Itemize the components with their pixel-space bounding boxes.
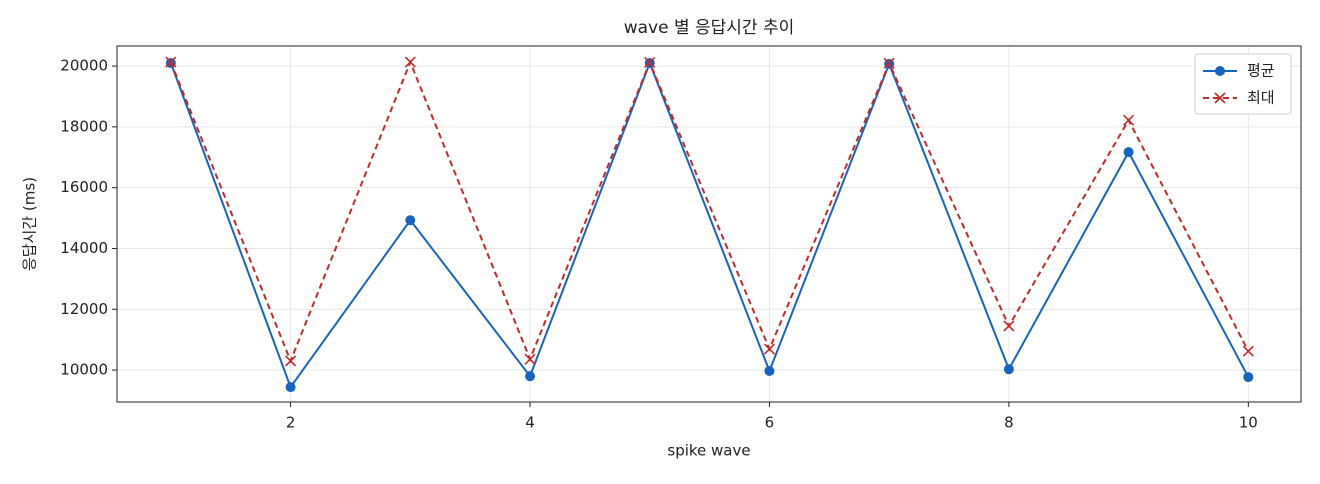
y-axis-label: 응답시간 (ms)	[21, 177, 39, 271]
point	[1243, 372, 1254, 383]
point	[524, 353, 536, 365]
point	[1123, 114, 1135, 126]
chart-title: wave 별 응답시간 추이	[624, 18, 795, 38]
point	[883, 57, 895, 69]
point	[764, 365, 775, 376]
point	[165, 56, 177, 68]
x-tick-label: 6	[765, 414, 775, 432]
point	[644, 56, 656, 68]
legend-marker	[1215, 66, 1225, 76]
point	[285, 355, 297, 367]
x-tick-label: 4	[525, 414, 535, 432]
series-line	[169, 60, 1250, 390]
legend-box	[1194, 53, 1292, 115]
legend-label: 평균	[1247, 62, 1275, 80]
point	[1242, 345, 1254, 357]
point	[1123, 147, 1134, 158]
y-tick-label: 12000	[60, 300, 108, 318]
legend-label: 최대	[1247, 89, 1275, 107]
point	[525, 371, 536, 382]
y-tick-label: 10000	[60, 361, 108, 379]
y-tick-label: 18000	[60, 117, 108, 135]
point	[1003, 364, 1014, 375]
x-tick-label: 2	[286, 414, 296, 432]
x-tick-label: 8	[1004, 414, 1014, 432]
point	[404, 56, 416, 68]
point	[763, 343, 776, 355]
legend-marker	[1214, 92, 1226, 104]
plot-frame	[116, 45, 1302, 403]
y-tick-label: 16000	[60, 178, 108, 196]
point	[405, 215, 416, 226]
x-tick-label: 10	[1239, 414, 1258, 432]
point	[285, 382, 296, 393]
point	[1003, 320, 1015, 332]
y-tick-label: 20000	[60, 57, 108, 75]
x-axis-label: spike wave	[667, 442, 750, 460]
series-line	[169, 59, 1250, 364]
y-tick-label: 14000	[60, 239, 108, 257]
